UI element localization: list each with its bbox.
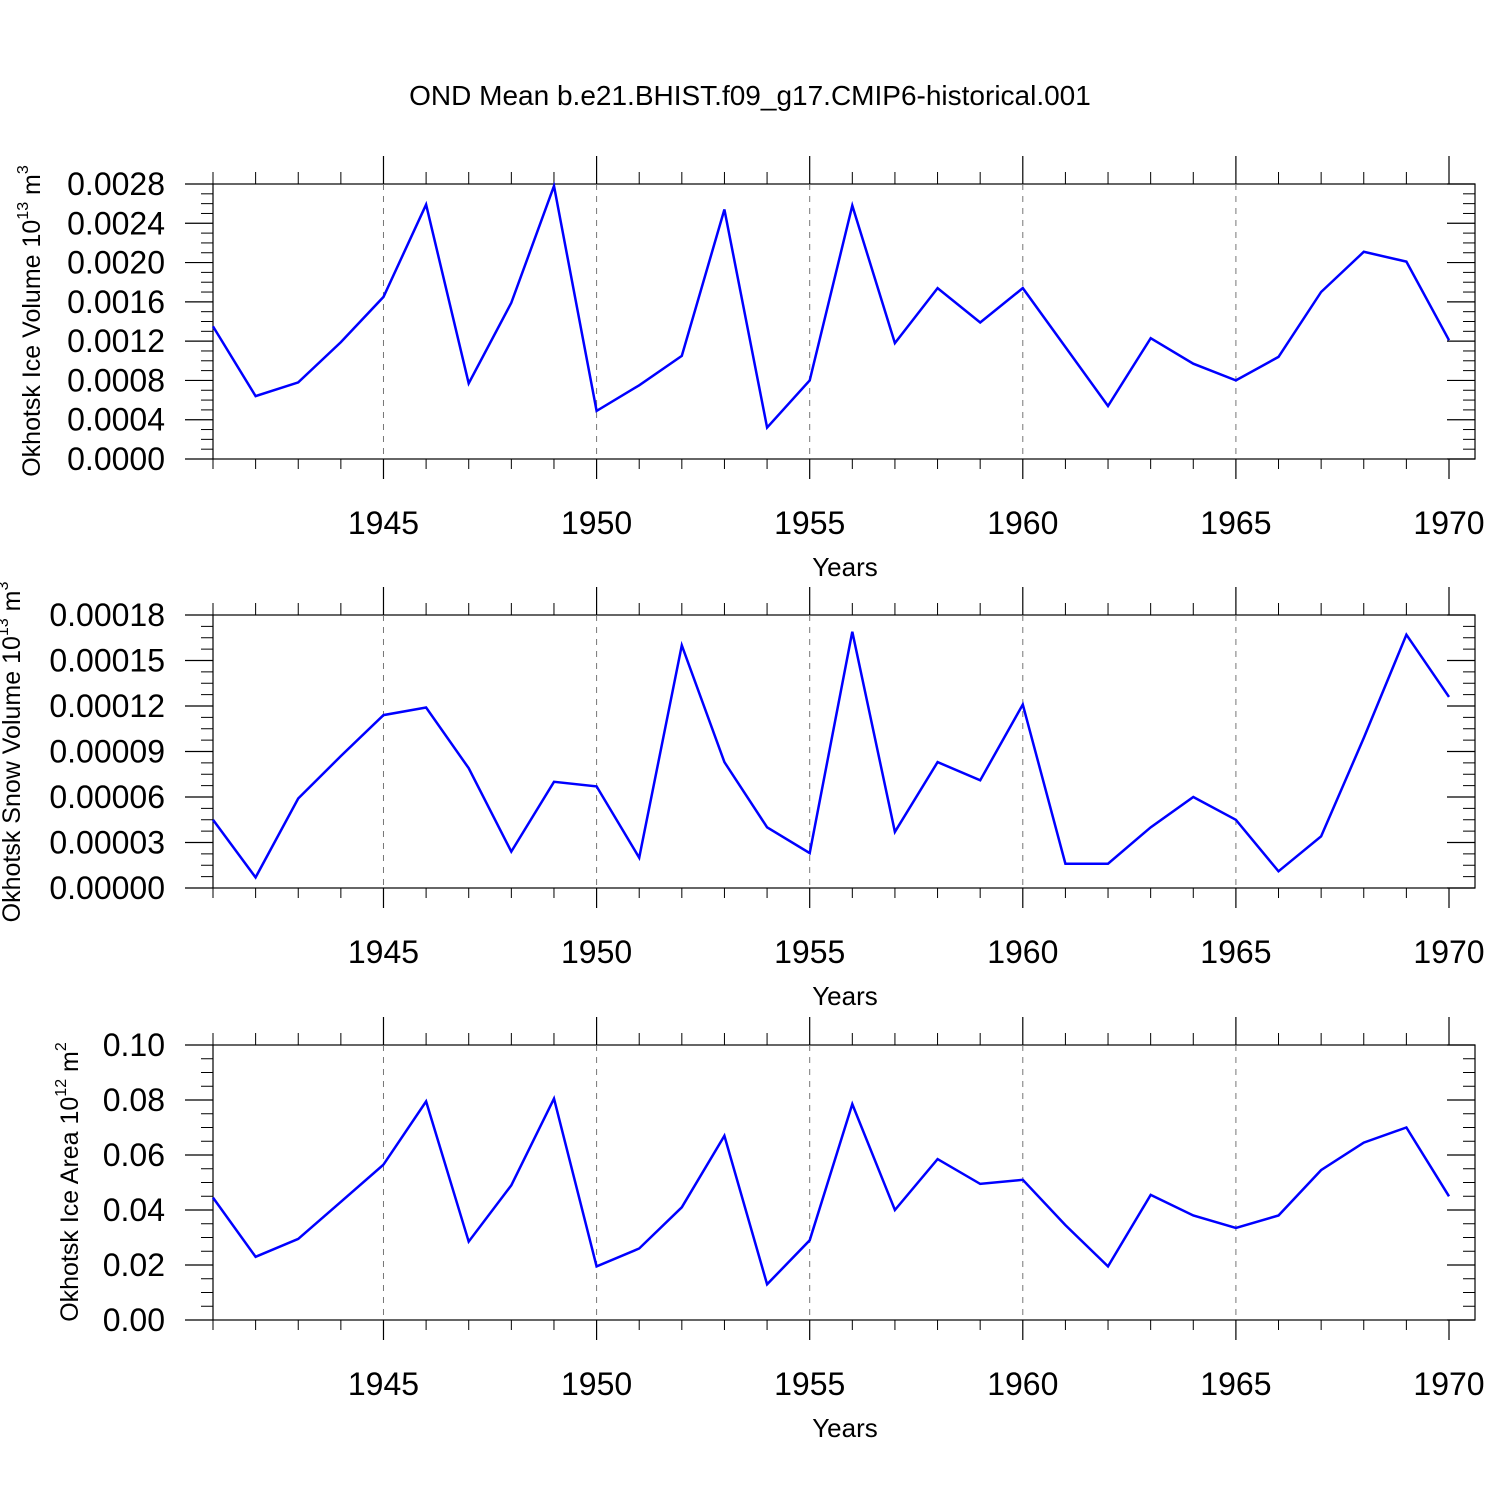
x-tick-label: 1960 — [987, 934, 1058, 970]
y-axis-title-unit: m — [0, 591, 26, 619]
x-tick-label: 1965 — [1200, 505, 1271, 541]
x-tick-label: 1955 — [774, 934, 845, 970]
y-tick-label: 0.0008 — [67, 362, 165, 398]
y-tick-label: 0.0024 — [67, 205, 165, 241]
x-tick-label: 1970 — [1413, 1366, 1484, 1402]
y-tick-label: 0.08 — [103, 1082, 165, 1118]
x-axis-title: Years — [812, 981, 878, 1011]
y-axis-title-unit-exponent: 2 — [53, 1042, 70, 1051]
series-line — [211, 631, 1451, 880]
x-tick-label: 1960 — [987, 1366, 1058, 1402]
x-tick-label: 1945 — [348, 505, 419, 541]
x-tick-label: 1950 — [561, 934, 632, 970]
y-tick-label: 0.0012 — [67, 323, 165, 359]
series-line — [211, 181, 1451, 431]
y-tick-label: 0.00006 — [49, 779, 165, 815]
x-tick-label: 1965 — [1200, 934, 1271, 970]
y-axis-title: Okhotsk Ice Volume 1013 m3 — [15, 165, 46, 477]
x-tick-label: 1970 — [1413, 934, 1484, 970]
x-tick-label: 1970 — [1413, 505, 1484, 541]
panel-2: 1945 1950 1955 1960 1965 1970 0.00000 0.00003 0.… — [0, 582, 1485, 1011]
x-axis-title: Years — [812, 552, 878, 582]
page-title: OND Mean b.e21.BHIST.f09_g17.CMIP6-histo… — [409, 80, 1091, 111]
y-tick-label: 0.00003 — [49, 825, 165, 861]
plot-frame — [212, 614, 1476, 889]
y-tick-label: 0.0004 — [67, 402, 165, 438]
y-tick-label: 0.00009 — [49, 734, 165, 770]
y-tick-label: 0.00 — [103, 1302, 165, 1338]
y-tick-label: 0.0016 — [67, 284, 165, 320]
x-tick-label: 1950 — [561, 505, 632, 541]
y-axis-title-unit-exponent: 3 — [0, 582, 12, 591]
y-tick-label: 0.0020 — [67, 245, 165, 281]
y-tick-label: 0.00000 — [49, 870, 165, 906]
series-line — [211, 1095, 1451, 1287]
y-axis-title-unit: m — [56, 1051, 84, 1079]
y-tick-label: 0.06 — [103, 1137, 165, 1173]
y-axis-title-exponent: 13 — [0, 618, 12, 636]
y-axis-title: Okhotsk Snow Volume 1013 m3 — [0, 582, 26, 923]
y-axis-title-base: Okhotsk Ice Area 10 — [56, 1097, 84, 1322]
y-axis-title-exponent: 12 — [53, 1079, 70, 1097]
x-tick-label: 1955 — [774, 1366, 845, 1402]
x-tick-label: 1955 — [774, 505, 845, 541]
y-tick-label: 0.04 — [103, 1192, 165, 1228]
y-axis-title: Okhotsk Ice Area 1012 m2 — [53, 1042, 84, 1322]
plot-frame — [212, 1044, 1476, 1321]
panel-3: 1945 1950 1955 1960 1965 1970 0.00 0.02 0.04 0.06… — [53, 1017, 1485, 1443]
x-tick-label: 1950 — [561, 1366, 632, 1402]
y-tick-label: 0.00012 — [49, 688, 165, 724]
x-axis-title: Years — [812, 1413, 878, 1443]
x-tick-label: 1960 — [987, 505, 1058, 541]
y-axis-title-exponent: 13 — [15, 202, 32, 220]
y-axis-title-base: Okhotsk Ice Volume 10 — [18, 220, 46, 477]
x-tick-label: 1945 — [348, 934, 419, 970]
y-tick-label: 0.00015 — [49, 643, 165, 679]
y-tick-label: 0.0000 — [67, 441, 165, 477]
y-tick-label: 0.10 — [103, 1027, 165, 1063]
x-tick-label: 1945 — [348, 1366, 419, 1402]
y-axis-title-unit-exponent: 3 — [15, 165, 32, 174]
panel-1: 1945 1950 1955 1960 1965 1970 0.00000.0004 0.00… — [15, 156, 1485, 582]
y-axis-title-base: Okhotsk Snow Volume 10 — [0, 636, 26, 922]
y-axis-title-unit: m — [18, 174, 46, 202]
plot-frame — [212, 183, 1476, 460]
y-tick-label: 0.0028 — [67, 166, 165, 202]
y-tick-label: 0.00018 — [49, 597, 165, 633]
x-tick-label: 1965 — [1200, 1366, 1271, 1402]
y-tick-label: 0.02 — [103, 1247, 165, 1283]
